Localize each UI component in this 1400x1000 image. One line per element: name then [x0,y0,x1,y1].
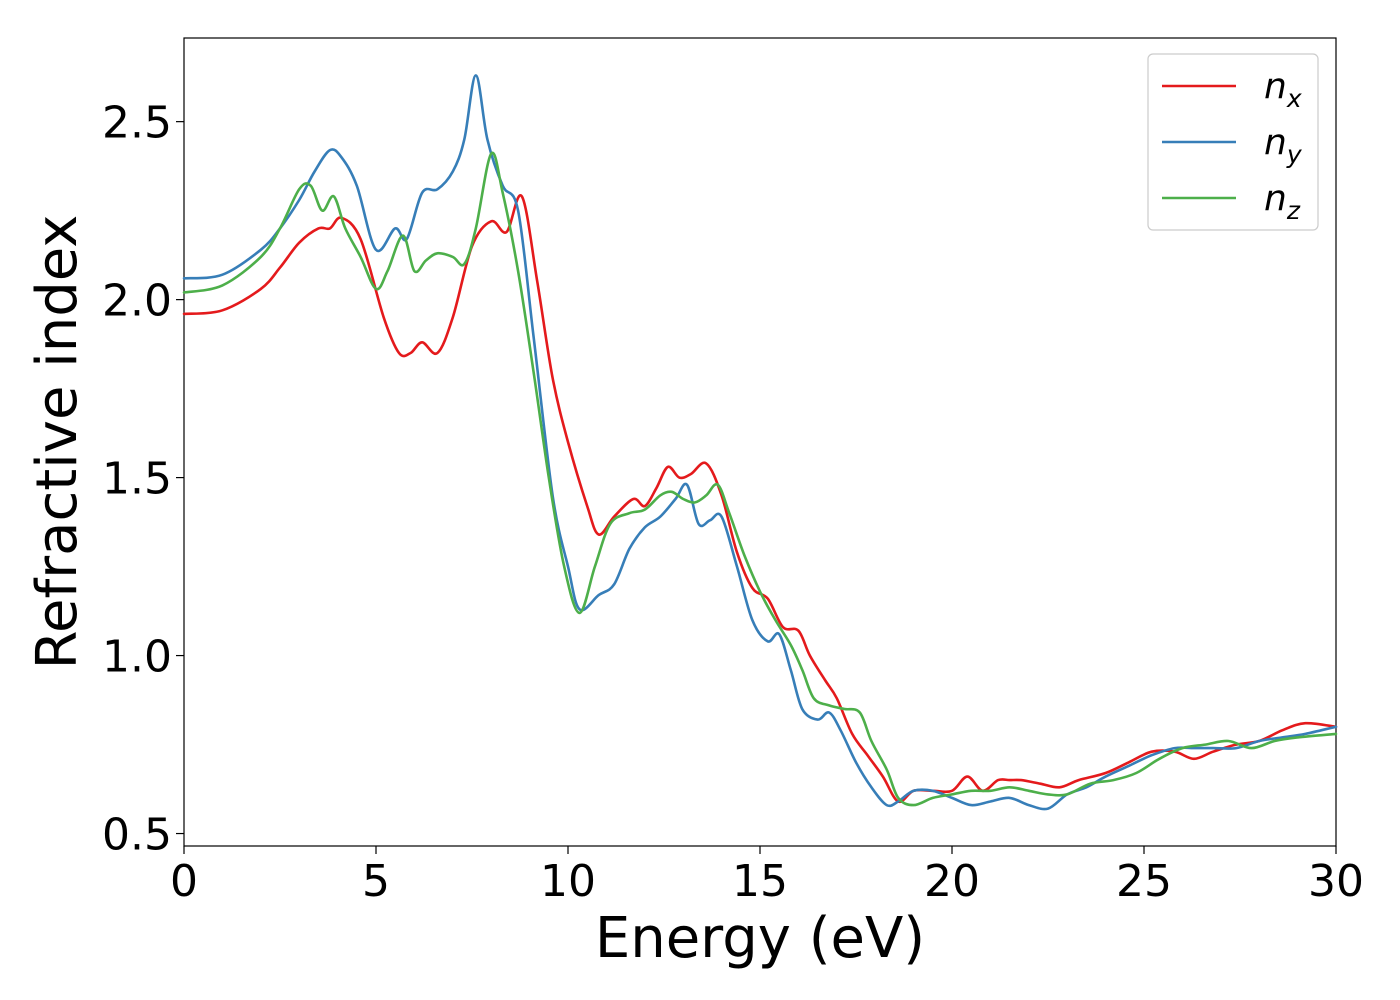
x-axis-label: Energy (eV) [595,906,925,971]
plot-area [183,37,1337,847]
series-line-nz [182,151,1338,807]
legend-label-subscript: z [1286,196,1301,225]
legend-label-main: n [1264,122,1287,163]
y-tick-label: 1.5 [102,454,172,505]
y-tick-label: 2.5 [102,98,172,149]
legend-label-subscript: y [1286,140,1303,169]
x-tick-label: 10 [540,856,596,907]
legend-label-nx: nx [1264,66,1302,113]
legend-label-subscript: x [1286,84,1302,113]
y-tick-label: 1.0 [102,632,172,683]
x-tick-label: 15 [732,856,788,907]
y-axis: 0.5 1.0 1.5 2.0 2.5 [102,98,184,861]
series-layer [182,74,1338,811]
x-tick-label: 25 [1116,856,1172,907]
x-tick-label: 5 [362,856,390,907]
y-tick-label: 2.0 [102,276,172,327]
legend-label-main: n [1264,178,1287,219]
x-tick-label: 20 [924,856,980,907]
series-line-nx [182,194,1338,804]
y-tick-label: 0.5 [102,810,172,861]
legend-label-main: n [1264,66,1287,107]
x-axis: 0 5 10 15 20 25 30 [170,846,1364,907]
legend-label-nz: nz [1264,178,1301,225]
y-axis-label: Refractive index [25,215,90,670]
x-tick-label: 30 [1308,856,1364,907]
x-tick-label: 0 [170,856,198,907]
legend-label-ny: ny [1264,122,1303,169]
